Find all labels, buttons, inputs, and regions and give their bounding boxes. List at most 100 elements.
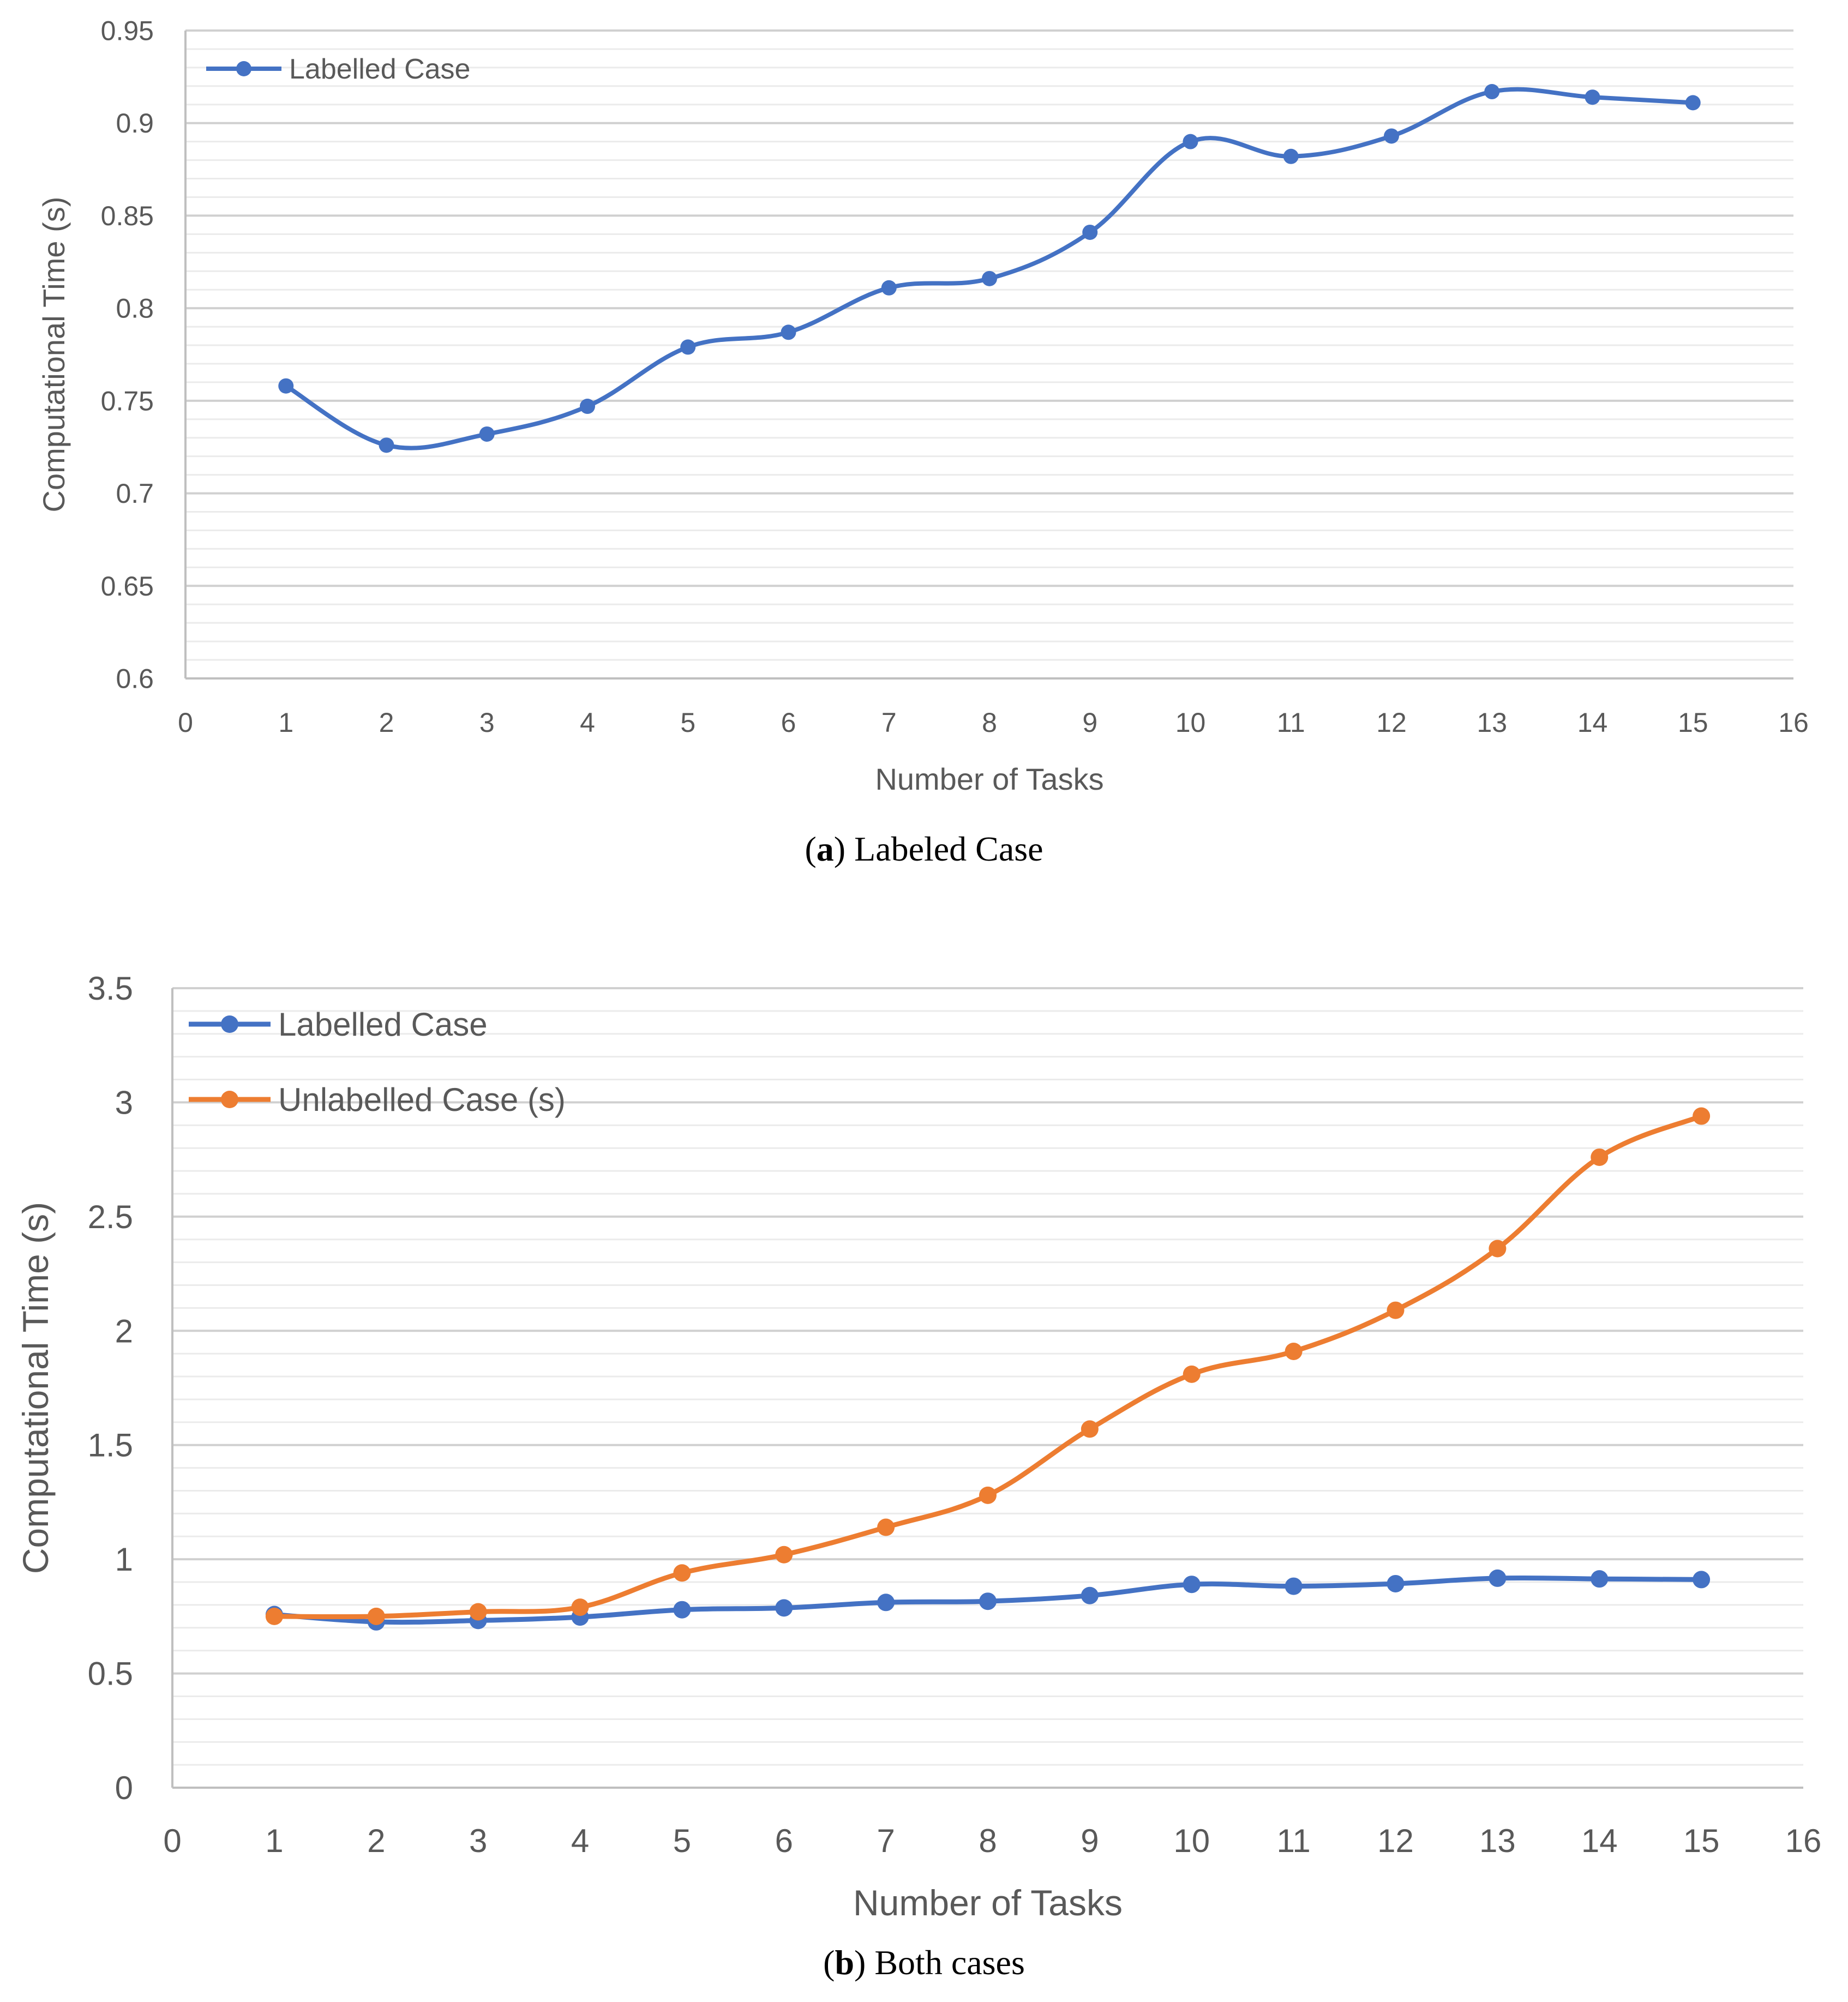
x-tick-label: 3 bbox=[469, 1823, 487, 1859]
legend-marker bbox=[221, 1091, 238, 1108]
y-tick-label: 1 bbox=[115, 1541, 133, 1578]
y-tick-label: 0.75 bbox=[101, 386, 154, 416]
y-tick-label: 0.6 bbox=[116, 664, 154, 694]
grid bbox=[185, 29, 1793, 661]
series-line bbox=[284, 87, 1695, 450]
y-tick-label: 0.8 bbox=[116, 293, 154, 324]
x-tick-label: 0 bbox=[178, 707, 193, 738]
x-tick-label: 11 bbox=[1277, 707, 1305, 738]
legend: Labelled Case bbox=[206, 53, 470, 85]
data-point bbox=[775, 1599, 793, 1617]
data-point bbox=[979, 1486, 997, 1504]
legend-label: Labelled Case bbox=[278, 1006, 488, 1043]
legend-label: Labelled Case bbox=[289, 53, 470, 85]
chart-b: 00.511.522.533.50 1 2 3 4 5 6 7 8 9 10 11 12 13 14 15 16… bbox=[15, 970, 1821, 1923]
data-point bbox=[1081, 1420, 1099, 1438]
data-point bbox=[881, 280, 897, 296]
data-point bbox=[479, 426, 495, 442]
y-tick-label: 0.85 bbox=[101, 201, 154, 231]
x-tick-label: 3 bbox=[479, 707, 495, 738]
data-point bbox=[781, 324, 796, 340]
data-point bbox=[1183, 1576, 1201, 1594]
data-point bbox=[979, 1592, 997, 1610]
x-tick-label: 2 bbox=[379, 707, 394, 738]
data-point bbox=[680, 339, 696, 355]
data-point bbox=[673, 1601, 691, 1619]
legend-marker bbox=[236, 61, 251, 76]
data-point bbox=[1387, 1574, 1405, 1592]
data-point bbox=[1285, 1577, 1303, 1595]
series-line bbox=[272, 1114, 1704, 1620]
x-tick-label: 6 bbox=[781, 707, 796, 738]
chart-a: 0.60.650.70.750.80.850.90.950 1 2 3 4 5 6 7 8 9 10… bbox=[37, 16, 1809, 797]
y-tick-label: 0.5 bbox=[88, 1656, 133, 1692]
y-tick-label: 3.5 bbox=[88, 970, 133, 1007]
x-tick-label: 7 bbox=[877, 1823, 895, 1859]
x-tick-label: 9 bbox=[1081, 1823, 1099, 1859]
data-point bbox=[1484, 84, 1500, 100]
data-point bbox=[278, 378, 294, 394]
caption-b: (b) Both cases bbox=[823, 1943, 1025, 1982]
data-point bbox=[877, 1518, 895, 1536]
data-point bbox=[673, 1564, 691, 1582]
data-point bbox=[1591, 1570, 1609, 1588]
legend: Labelled Case Unlabelled Case (s) bbox=[189, 1006, 566, 1118]
data-point bbox=[580, 399, 595, 414]
data-point bbox=[982, 270, 997, 286]
series-2 bbox=[265, 1107, 1711, 1625]
data-point bbox=[1183, 1365, 1201, 1383]
series-1 bbox=[278, 84, 1701, 453]
x-tick-label: 5 bbox=[680, 707, 695, 738]
x-tick-label: 14 bbox=[1577, 707, 1608, 738]
data-point bbox=[1384, 128, 1399, 144]
y-tick-label: 0.7 bbox=[116, 478, 154, 509]
x-tick-label: 15 bbox=[1683, 1823, 1720, 1859]
data-point bbox=[1685, 95, 1701, 111]
data-point bbox=[1387, 1301, 1405, 1319]
data-point bbox=[1081, 1586, 1099, 1604]
caption-a: (a) Labeled Case bbox=[805, 829, 1043, 868]
x-tick-label: 2 bbox=[367, 1823, 385, 1859]
data-point bbox=[265, 1607, 283, 1625]
data-point bbox=[1585, 89, 1600, 105]
data-point bbox=[1489, 1240, 1507, 1258]
x-axis-title: Number of Tasks bbox=[853, 1883, 1123, 1923]
data-point bbox=[877, 1594, 895, 1612]
y-tick-label: 2.5 bbox=[88, 1199, 133, 1235]
y-tick-label: 1.5 bbox=[88, 1427, 133, 1464]
x-tick-label: 10 bbox=[1175, 707, 1206, 738]
x-tick-label: 4 bbox=[580, 707, 595, 738]
x-tick-label: 0 bbox=[163, 1823, 181, 1859]
legend-label: Unlabelled Case (s) bbox=[278, 1081, 566, 1118]
x-tick-label: 15 bbox=[1678, 707, 1708, 738]
y-tick-label: 0.95 bbox=[101, 16, 154, 46]
data-point bbox=[1285, 1342, 1303, 1360]
x-tick-label: 11 bbox=[1276, 1823, 1310, 1859]
y-axis-title: Computational Time (s) bbox=[37, 197, 71, 513]
x-tick-label: 1 bbox=[278, 707, 293, 738]
x-tick-label: 14 bbox=[1581, 1823, 1618, 1859]
legend-marker bbox=[221, 1015, 238, 1033]
y-tick-label: 0.65 bbox=[101, 571, 154, 602]
x-tick-label: 5 bbox=[673, 1823, 691, 1859]
x-tick-label: 12 bbox=[1377, 1823, 1414, 1859]
x-tick-label: 16 bbox=[1785, 1823, 1822, 1859]
y-tick-label: 0.9 bbox=[116, 108, 154, 139]
data-point bbox=[571, 1598, 589, 1616]
x-tick-label: 16 bbox=[1778, 707, 1809, 738]
x-tick-label: 8 bbox=[979, 1823, 997, 1859]
x-tick-label: 13 bbox=[1479, 1823, 1516, 1859]
data-point bbox=[1283, 148, 1299, 164]
x-tick-label: 9 bbox=[1082, 707, 1097, 738]
x-tick-label: 10 bbox=[1173, 1823, 1210, 1859]
x-tick-label: 6 bbox=[775, 1823, 793, 1859]
x-tick-label: 8 bbox=[982, 707, 997, 738]
y-tick-label: 2 bbox=[115, 1313, 133, 1349]
x-tick-label: 4 bbox=[571, 1823, 589, 1859]
data-point bbox=[1591, 1148, 1609, 1166]
x-tick-label: 1 bbox=[265, 1823, 283, 1859]
x-tick-label: 12 bbox=[1376, 707, 1407, 738]
y-tick-label: 3 bbox=[115, 1084, 133, 1121]
y-axis-title: Computational Time (s) bbox=[15, 1202, 56, 1574]
